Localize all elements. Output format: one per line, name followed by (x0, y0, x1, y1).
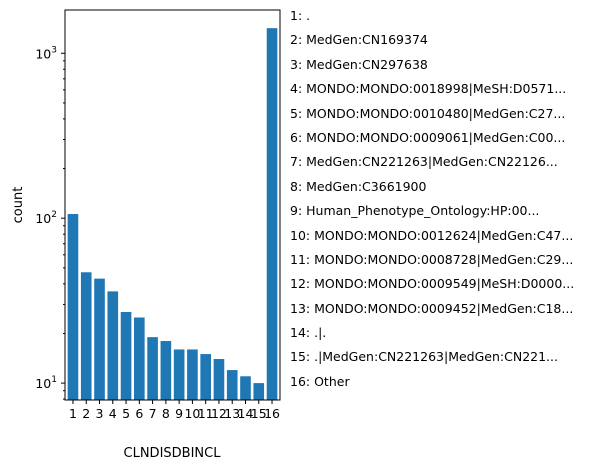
y-axis-ticks: 101 102 103 (35, 45, 65, 400)
bar-9 (173, 349, 185, 400)
legend-entry: 3: MedGen:CN297638 (290, 56, 428, 72)
legend-entry: 5: MONDO:MONDO:0010480|MedGen:C27... (290, 105, 566, 121)
bar-1 (67, 214, 79, 400)
legend-entry: 16: Other (290, 373, 350, 389)
legend-entry: 4: MONDO:MONDO:0018998|MeSH:D0571... (290, 81, 567, 97)
bar-7 (147, 337, 158, 400)
y-tick-label: 102 (35, 210, 57, 226)
x-tick-label: 7 (149, 406, 157, 421)
legend-entry: 7: MedGen:CN221263|MedGen:CN22126... (290, 154, 558, 170)
x-tick-label: 15 (251, 406, 267, 421)
bar-2 (80, 272, 92, 400)
x-tick-label: 1 (69, 406, 77, 421)
bars-group (67, 28, 278, 400)
y-axis-label: count (11, 187, 26, 224)
bar-11 (200, 354, 211, 400)
bar-6 (134, 317, 145, 400)
legend-entry: 2: MedGen:CN169374 (290, 32, 428, 48)
x-axis-label: CLNDISDBINCL (124, 446, 222, 461)
plot-frame (64, 9, 281, 401)
bar-4 (107, 291, 119, 400)
x-tick-label: 3 (96, 406, 104, 421)
legend-entry: 1: . (290, 8, 311, 23)
legend-entry: 6: MONDO:MONDO:0009061|MedGen:C00... (290, 129, 566, 145)
legend: 1: . 2: MedGen:CN169374 3: MedGen:CN297638… (290, 6, 574, 396)
bar-13 (226, 370, 238, 400)
legend-entry: 13: MONDO:MONDO:0009452|MedGen:C18... (290, 300, 574, 316)
bar-14 (240, 376, 251, 400)
bar-12 (213, 359, 225, 400)
x-tick-label: 16 (264, 406, 280, 421)
legend-entry: 9: Human_Phenotype_Ontology:HP:00... (290, 203, 540, 219)
x-tick-label: 9 (175, 406, 183, 421)
bar-15 (253, 383, 265, 400)
bar-8 (160, 341, 172, 400)
y-tick-label: 103 (35, 45, 57, 61)
x-tick-label: 13 (224, 406, 240, 421)
x-tick-label: 8 (162, 406, 170, 421)
bar-16 (266, 28, 278, 400)
bar-3 (94, 278, 105, 400)
x-tick-label: 11 (198, 406, 214, 421)
x-tick-label: 2 (82, 406, 90, 421)
x-tick-label: 5 (122, 406, 130, 421)
legend-entry: 15: .|MedGen:CN221263|MedGen:CN221... (290, 349, 558, 365)
y-tick-label: 101 (35, 375, 57, 391)
x-tick-label: 14 (238, 406, 254, 421)
legend-entry: 8: MedGen:C3661900 (290, 178, 427, 194)
bar-10 (187, 349, 198, 400)
bar-5 (120, 311, 132, 400)
x-tick-label: 12 (211, 406, 227, 421)
legend-entry: 12: MONDO:MONDO:0009549|MeSH:D0000... (290, 276, 575, 292)
x-tick-label: 4 (109, 406, 117, 421)
x-tick-label: 10 (184, 406, 200, 421)
legend-entry: 14: .|. (290, 325, 327, 341)
x-tick-label: 6 (135, 406, 143, 421)
legend-entry: 11: MONDO:MONDO:0008728|MedGen:C29... (290, 251, 574, 267)
legend-entry: 10: MONDO:MONDO:0012624|MedGen:C47... (290, 227, 574, 243)
